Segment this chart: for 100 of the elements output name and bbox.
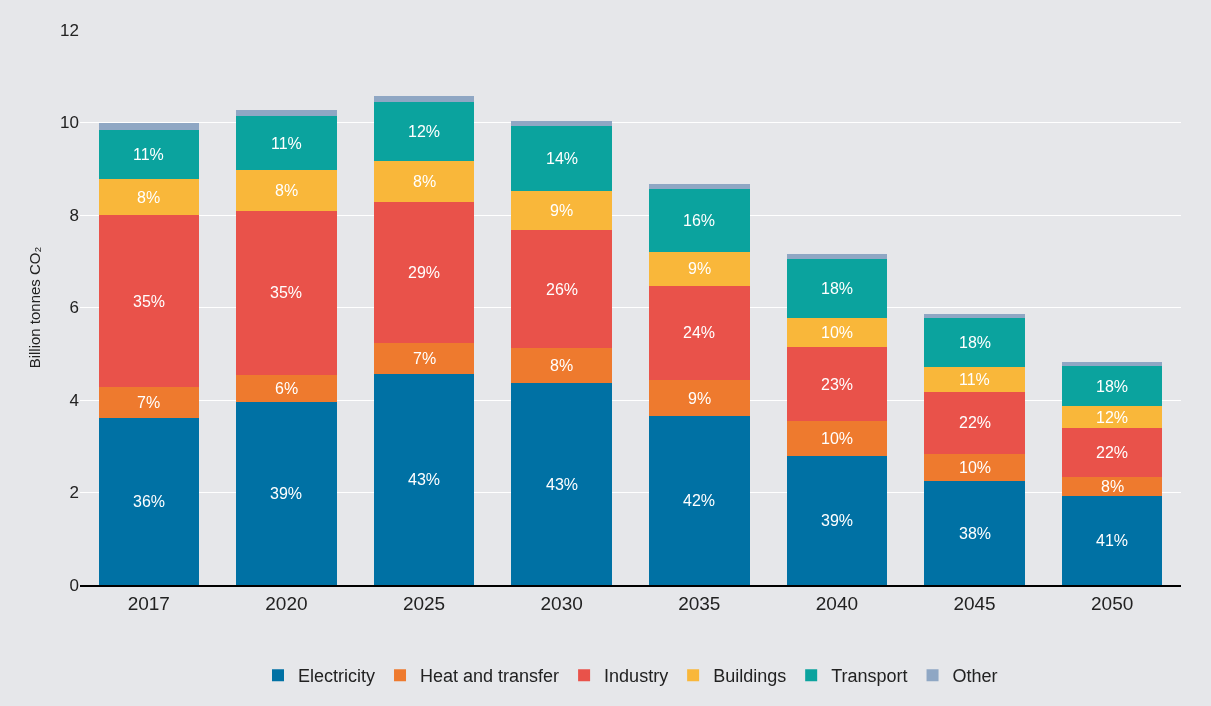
bar	[924, 313, 1025, 319]
bar	[98, 123, 200, 131]
x-tick-label: 2030	[540, 592, 583, 614]
bar	[1061, 406, 1163, 429]
bar	[924, 318, 1025, 368]
annotation: 8%	[413, 173, 437, 190]
bar	[649, 285, 750, 381]
annotation: 9%	[688, 260, 712, 277]
annotation: 22%	[959, 414, 992, 431]
legend-label: Heat and transfer	[420, 666, 560, 687]
annotation: 16%	[683, 212, 716, 229]
annotation: 12%	[1096, 409, 1129, 426]
bar	[786, 258, 888, 319]
bar	[511, 121, 612, 127]
x-tick-label: 2040	[815, 592, 859, 614]
bar	[786, 318, 888, 348]
bar	[786, 456, 888, 585]
x-tick-label: 2020	[265, 592, 308, 614]
bar	[236, 402, 337, 585]
annotation: 26%	[546, 281, 579, 298]
bar	[511, 229, 612, 349]
annotation: 29%	[408, 264, 441, 281]
bar	[649, 252, 750, 286]
bar	[236, 169, 337, 211]
bar	[924, 367, 1025, 393]
annotation: 9%	[688, 390, 712, 407]
bar	[1061, 366, 1163, 407]
bar	[373, 201, 475, 344]
x-tick-label: 2017	[127, 592, 170, 614]
annotation: 36%	[133, 493, 166, 510]
annotation: 18%	[821, 280, 854, 297]
annotation: 12%	[408, 123, 441, 140]
annotation: 9%	[550, 202, 574, 219]
y-tick-label: 8	[69, 205, 79, 225]
bar	[649, 183, 750, 189]
bar	[98, 215, 200, 388]
annotation: 10%	[959, 459, 992, 476]
bar	[924, 453, 1025, 482]
bar	[373, 161, 475, 202]
annotation: 43%	[408, 471, 441, 488]
bar	[649, 416, 750, 585]
y-tick-label: 12	[60, 20, 79, 40]
bar	[786, 347, 888, 422]
annotation: 11%	[959, 371, 990, 388]
bar	[373, 96, 475, 103]
bar	[1061, 495, 1163, 585]
x-tick-label: 2035	[678, 592, 721, 614]
x-tick-label: 2025	[402, 592, 446, 614]
bar	[786, 421, 888, 457]
legend-label: Industry	[604, 666, 669, 687]
y-tick-label: 0	[69, 575, 79, 595]
y-tick-label: 6	[69, 298, 79, 318]
annotation: 11%	[133, 146, 164, 163]
annotation: 8%	[550, 357, 574, 374]
y-tick-label: 4	[69, 390, 79, 410]
bar	[373, 343, 475, 375]
annotation: 8%	[1101, 478, 1125, 495]
annotation: 14%	[546, 150, 579, 167]
x-tick-label: 2045	[953, 592, 996, 614]
annotation: 8%	[137, 189, 161, 206]
bar	[1061, 428, 1163, 477]
annotation: 10%	[821, 324, 854, 341]
bar	[98, 179, 200, 216]
y-axis-title: Billion tonnes CO₂	[26, 246, 44, 369]
y-tick-label: 10	[60, 113, 79, 133]
bar	[511, 383, 612, 585]
annotation: 8%	[275, 182, 299, 199]
annotation: 10%	[821, 430, 854, 447]
annotation: 39%	[270, 485, 303, 502]
annotation: 7%	[137, 394, 161, 411]
bar	[236, 210, 337, 376]
annotation: 18%	[959, 334, 992, 351]
bar	[236, 110, 337, 117]
bar	[98, 387, 200, 418]
bar	[236, 375, 337, 403]
bar	[649, 380, 750, 417]
bar	[98, 130, 200, 180]
bar	[511, 126, 612, 192]
annotation: 24%	[683, 324, 716, 341]
annotation: 35%	[133, 293, 166, 310]
legend-label: Buildings	[713, 666, 787, 687]
bar	[1061, 362, 1163, 367]
bar	[649, 188, 750, 252]
x-tick-label: 2050	[1091, 592, 1134, 614]
annotation: 22%	[1096, 444, 1129, 461]
annotation: 6%	[275, 380, 299, 397]
annotation: 23%	[821, 376, 854, 393]
bar	[511, 191, 612, 230]
bar	[786, 253, 888, 259]
bar	[511, 348, 612, 384]
annotation: 11%	[271, 135, 302, 152]
bar	[924, 481, 1025, 585]
y-tick-label: 2	[69, 483, 79, 503]
bar	[98, 417, 200, 585]
annotation: 38%	[959, 525, 992, 542]
bar	[924, 392, 1025, 454]
annotation: 41%	[1096, 532, 1129, 549]
annotation: 35%	[270, 284, 303, 301]
bar	[1061, 476, 1163, 496]
annotation: 7%	[413, 350, 437, 367]
